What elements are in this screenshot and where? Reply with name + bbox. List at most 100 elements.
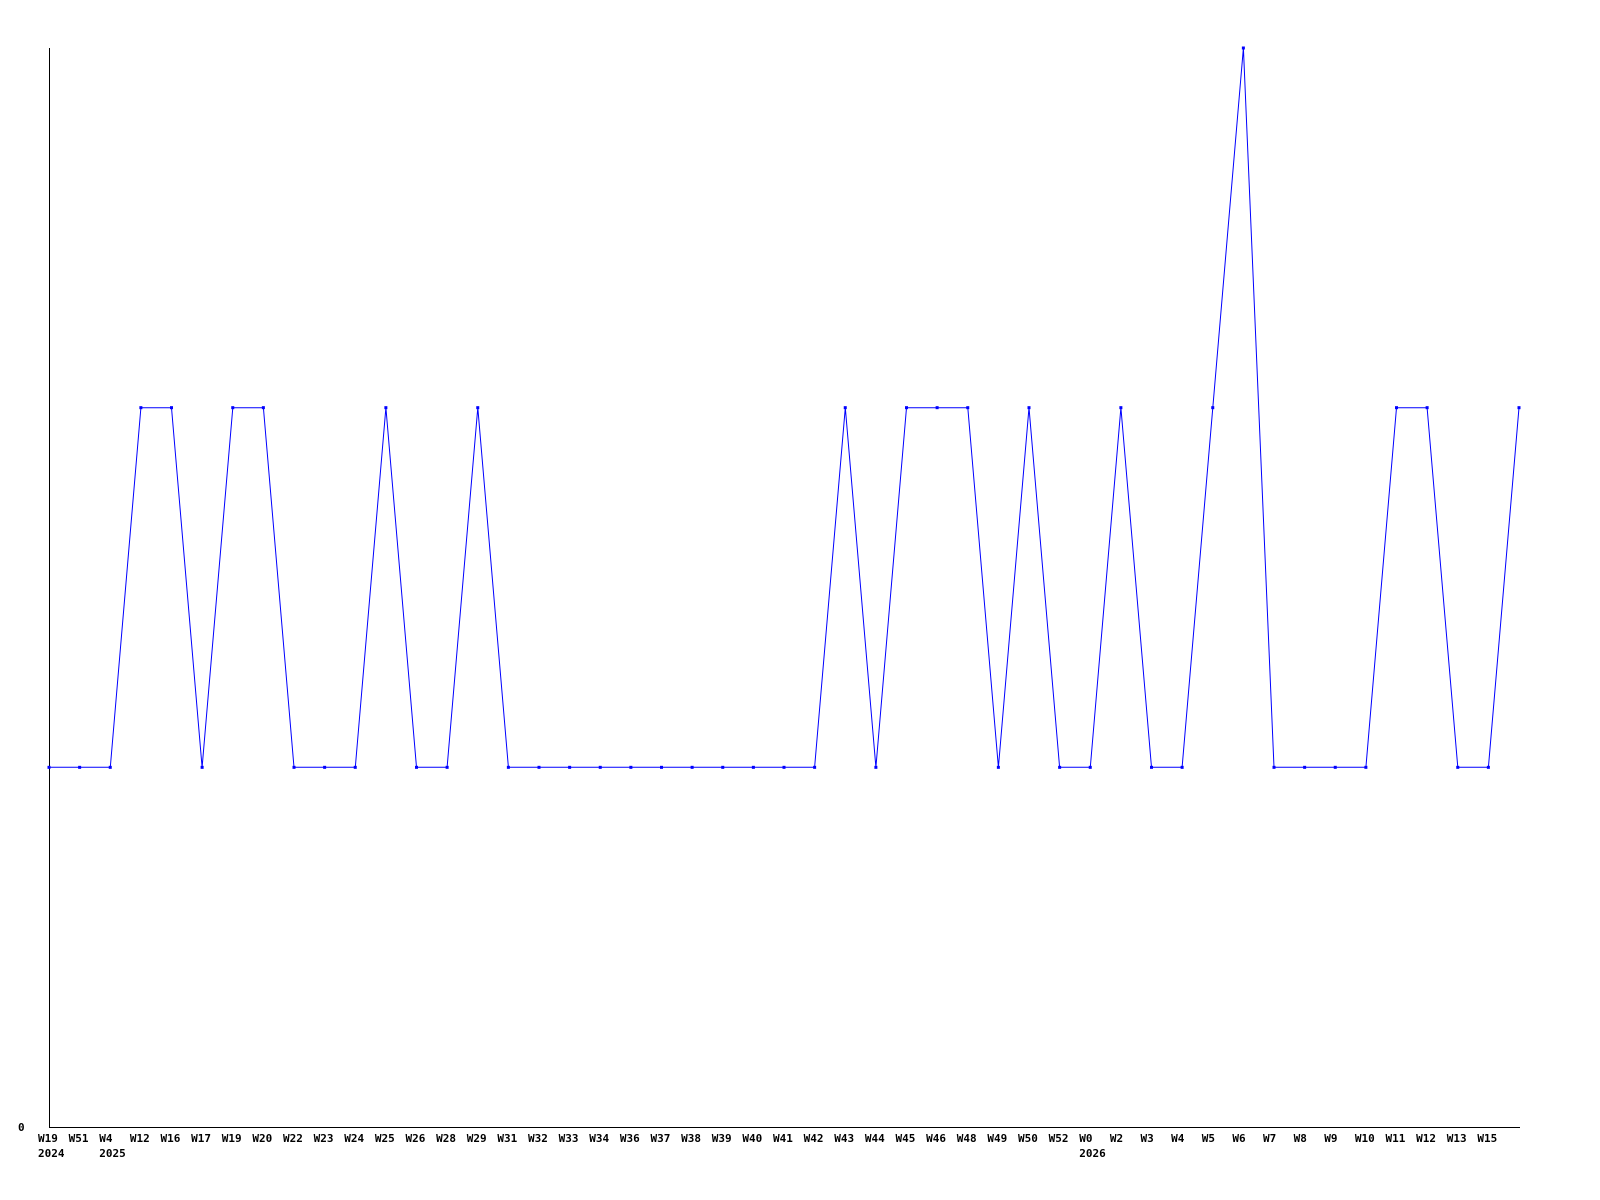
x-tick-label: W8 bbox=[1294, 1132, 1307, 1145]
data-point bbox=[782, 765, 786, 769]
data-point bbox=[261, 406, 265, 410]
data-point bbox=[629, 765, 633, 769]
data-point bbox=[139, 406, 143, 410]
x-tick-label: W31 bbox=[497, 1132, 517, 1145]
x-tick-label: W11 bbox=[1386, 1132, 1406, 1145]
x-tick-label: W33 bbox=[559, 1132, 579, 1145]
x-tick-label: W5 bbox=[1202, 1132, 1215, 1145]
data-point bbox=[78, 765, 82, 769]
data-point bbox=[231, 406, 235, 410]
data-point bbox=[47, 765, 51, 769]
x-tick-label: W12 bbox=[130, 1132, 150, 1145]
x-tick-label: W25 bbox=[375, 1132, 395, 1145]
data-point bbox=[537, 765, 541, 769]
x-tick-label: W38 bbox=[681, 1132, 701, 1145]
x-tick-label: W32 bbox=[528, 1132, 548, 1145]
x-tick-label: W52 bbox=[1049, 1132, 1069, 1145]
data-point bbox=[476, 406, 480, 410]
data-point bbox=[323, 765, 327, 769]
x-tick-label: W51 bbox=[69, 1132, 89, 1145]
x-tick-label: W28 bbox=[436, 1132, 456, 1145]
data-point bbox=[1241, 46, 1245, 50]
data-point bbox=[1333, 765, 1337, 769]
x-tick-label: W0 bbox=[1079, 1132, 1092, 1145]
year-label: 2025 bbox=[99, 1147, 126, 1160]
data-point bbox=[843, 406, 847, 410]
year-label: 2026 bbox=[1079, 1147, 1106, 1160]
x-tick-label: W24 bbox=[344, 1132, 364, 1145]
data-point bbox=[935, 406, 939, 410]
x-tick-label: W19 bbox=[38, 1132, 58, 1145]
data-point bbox=[1119, 406, 1123, 410]
data-point bbox=[1364, 765, 1368, 769]
x-tick-label: W12 bbox=[1416, 1132, 1436, 1145]
x-tick-label: W48 bbox=[957, 1132, 977, 1145]
x-tick-label: W41 bbox=[773, 1132, 793, 1145]
x-tick-label: W16 bbox=[161, 1132, 181, 1145]
data-point bbox=[170, 406, 173, 410]
data-point bbox=[415, 765, 418, 769]
data-point bbox=[721, 765, 725, 769]
data-point bbox=[1395, 406, 1398, 410]
year-label: 2024 bbox=[38, 1147, 65, 1160]
data-point bbox=[751, 765, 755, 769]
x-tick-label: W46 bbox=[926, 1132, 946, 1145]
data-point bbox=[1486, 765, 1490, 769]
x-tick-label: W4 bbox=[1171, 1132, 1185, 1145]
x-tick-label: W43 bbox=[834, 1132, 854, 1145]
data-point bbox=[1150, 765, 1153, 769]
data-point bbox=[1027, 406, 1031, 410]
x-tick-label: W29 bbox=[467, 1132, 487, 1145]
x-tick-label: W50 bbox=[1018, 1132, 1038, 1145]
data-point bbox=[1058, 765, 1062, 769]
x-tick-label: W4 bbox=[99, 1132, 113, 1145]
data-point bbox=[690, 765, 694, 769]
data-point bbox=[384, 406, 388, 410]
data-point bbox=[598, 765, 602, 769]
x-tick-label: W22 bbox=[283, 1132, 303, 1145]
x-tick-label: W39 bbox=[712, 1132, 732, 1145]
y-tick-label-0: 0 bbox=[18, 1121, 25, 1134]
x-tick-label: W3 bbox=[1141, 1132, 1154, 1145]
data-point bbox=[966, 406, 970, 410]
data-point bbox=[353, 765, 357, 769]
x-tick-label: W36 bbox=[620, 1132, 640, 1145]
data-point bbox=[292, 765, 296, 769]
x-tick-label: W17 bbox=[191, 1132, 211, 1145]
data-point bbox=[1272, 765, 1276, 769]
data-point bbox=[813, 765, 817, 769]
data-point bbox=[1180, 765, 1184, 769]
data-point bbox=[1088, 765, 1092, 769]
data-point bbox=[200, 765, 204, 769]
data-point bbox=[996, 765, 1000, 769]
x-tick-label: W13 bbox=[1447, 1132, 1467, 1145]
data-point bbox=[1456, 765, 1460, 769]
x-tick-label: W2 bbox=[1110, 1132, 1123, 1145]
x-tick-label: W7 bbox=[1263, 1132, 1276, 1145]
x-tick-label: W23 bbox=[314, 1132, 334, 1145]
x-tick-label: W49 bbox=[987, 1132, 1007, 1145]
data-point bbox=[506, 765, 510, 769]
x-tick-label: W20 bbox=[252, 1132, 272, 1145]
x-tick-label: W44 bbox=[865, 1132, 885, 1145]
data-point bbox=[568, 765, 572, 769]
series-line bbox=[49, 47, 1520, 768]
data-point bbox=[905, 406, 908, 410]
data-point bbox=[874, 765, 878, 769]
x-tick-label: W9 bbox=[1324, 1132, 1337, 1145]
x-tick-label: W40 bbox=[742, 1132, 762, 1145]
data-point bbox=[445, 765, 449, 769]
data-point bbox=[660, 765, 663, 769]
data-point bbox=[1517, 406, 1521, 410]
data-point bbox=[108, 765, 112, 769]
data-point bbox=[1425, 406, 1429, 410]
x-tick-label: W45 bbox=[896, 1132, 916, 1145]
data-point bbox=[1211, 406, 1215, 410]
x-tick-label: W10 bbox=[1355, 1132, 1375, 1145]
x-tick-label: W19 bbox=[222, 1132, 242, 1145]
x-tick-label: W42 bbox=[804, 1132, 824, 1145]
data-point bbox=[1303, 765, 1307, 769]
x-tick-label: W37 bbox=[651, 1132, 671, 1145]
x-tick-label: W26 bbox=[406, 1132, 426, 1145]
x-tick-label: W15 bbox=[1477, 1132, 1497, 1145]
